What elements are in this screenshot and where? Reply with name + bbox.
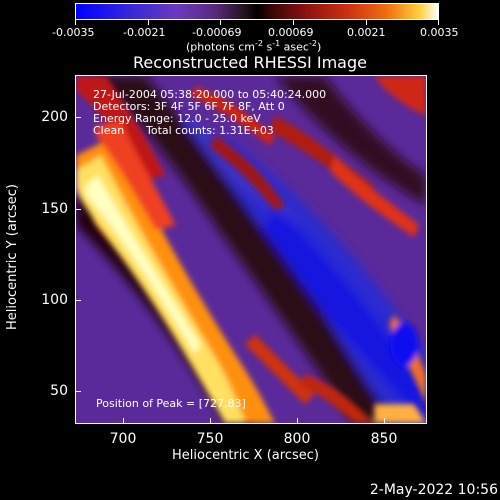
x-tick bbox=[123, 418, 124, 424]
total-counts-text: Total counts: 1.31E+03 bbox=[146, 124, 274, 137]
colorbar bbox=[75, 3, 439, 20]
colorbar-tick-label: -0.0021 bbox=[123, 26, 166, 39]
time-range-text: 27-Jul-2004 05:38:20.000 to 05:40:24.000 bbox=[93, 88, 327, 101]
y-axis-title: Heliocentric Y (arcsec) bbox=[5, 184, 20, 330]
colorbar-tick bbox=[75, 20, 76, 25]
x-tick-label: 750 bbox=[196, 431, 224, 447]
colorbar-tick bbox=[366, 20, 367, 25]
x-tick bbox=[210, 418, 211, 424]
image-plot: 27-Jul-2004 05:38:20.000 to 05:40:24.000… bbox=[75, 75, 427, 424]
colorbar-tick bbox=[148, 20, 149, 25]
colorbar-unit: (photons cm-2 s-1 asec-2) bbox=[186, 39, 322, 54]
y-tick bbox=[75, 117, 81, 118]
x-tick-label: 850 bbox=[370, 431, 398, 447]
x-tick-label: 800 bbox=[283, 431, 311, 447]
detectors-text: Detectors: 3F 4F 5F 6F 7F 8F, Att 0 bbox=[93, 100, 285, 113]
y-tick-label: 150 bbox=[41, 201, 68, 217]
colorbar-tick-label: -0.00069 bbox=[192, 26, 242, 39]
y-tick bbox=[75, 209, 81, 210]
colorbar-tick-label: -0.0035 bbox=[52, 26, 95, 39]
energy-range-text: Energy Range: 12.0 - 25.0 keV bbox=[93, 112, 261, 125]
x-tick bbox=[297, 418, 298, 424]
rhessi-image-map bbox=[76, 76, 426, 423]
clean-text: Clean bbox=[93, 124, 125, 137]
y-tick-label: 100 bbox=[41, 292, 68, 308]
peak-position-text: Position of Peak = [727,83] bbox=[96, 397, 246, 410]
x-tick bbox=[384, 418, 385, 424]
timestamp: 2-May-2022 10:56 bbox=[369, 482, 498, 498]
colorbar-tick-label: 0.00069 bbox=[268, 26, 314, 39]
y-tick bbox=[75, 391, 81, 392]
y-tick-label: 200 bbox=[41, 109, 68, 125]
colorbar-tick bbox=[220, 20, 221, 25]
y-tick bbox=[75, 300, 81, 301]
colorbar-tick bbox=[438, 20, 439, 25]
plot-title: Reconstructed RHESSI Image bbox=[133, 53, 367, 72]
y-tick-label: 50 bbox=[50, 383, 68, 399]
colorbar-tick bbox=[293, 20, 294, 25]
x-tick-label: 700 bbox=[109, 431, 137, 447]
x-axis-title: Heliocentric X (arcsec) bbox=[172, 448, 319, 463]
colorbar-tick-label: 0.0021 bbox=[347, 26, 386, 39]
colorbar-tick-label: 0.0035 bbox=[420, 26, 459, 39]
